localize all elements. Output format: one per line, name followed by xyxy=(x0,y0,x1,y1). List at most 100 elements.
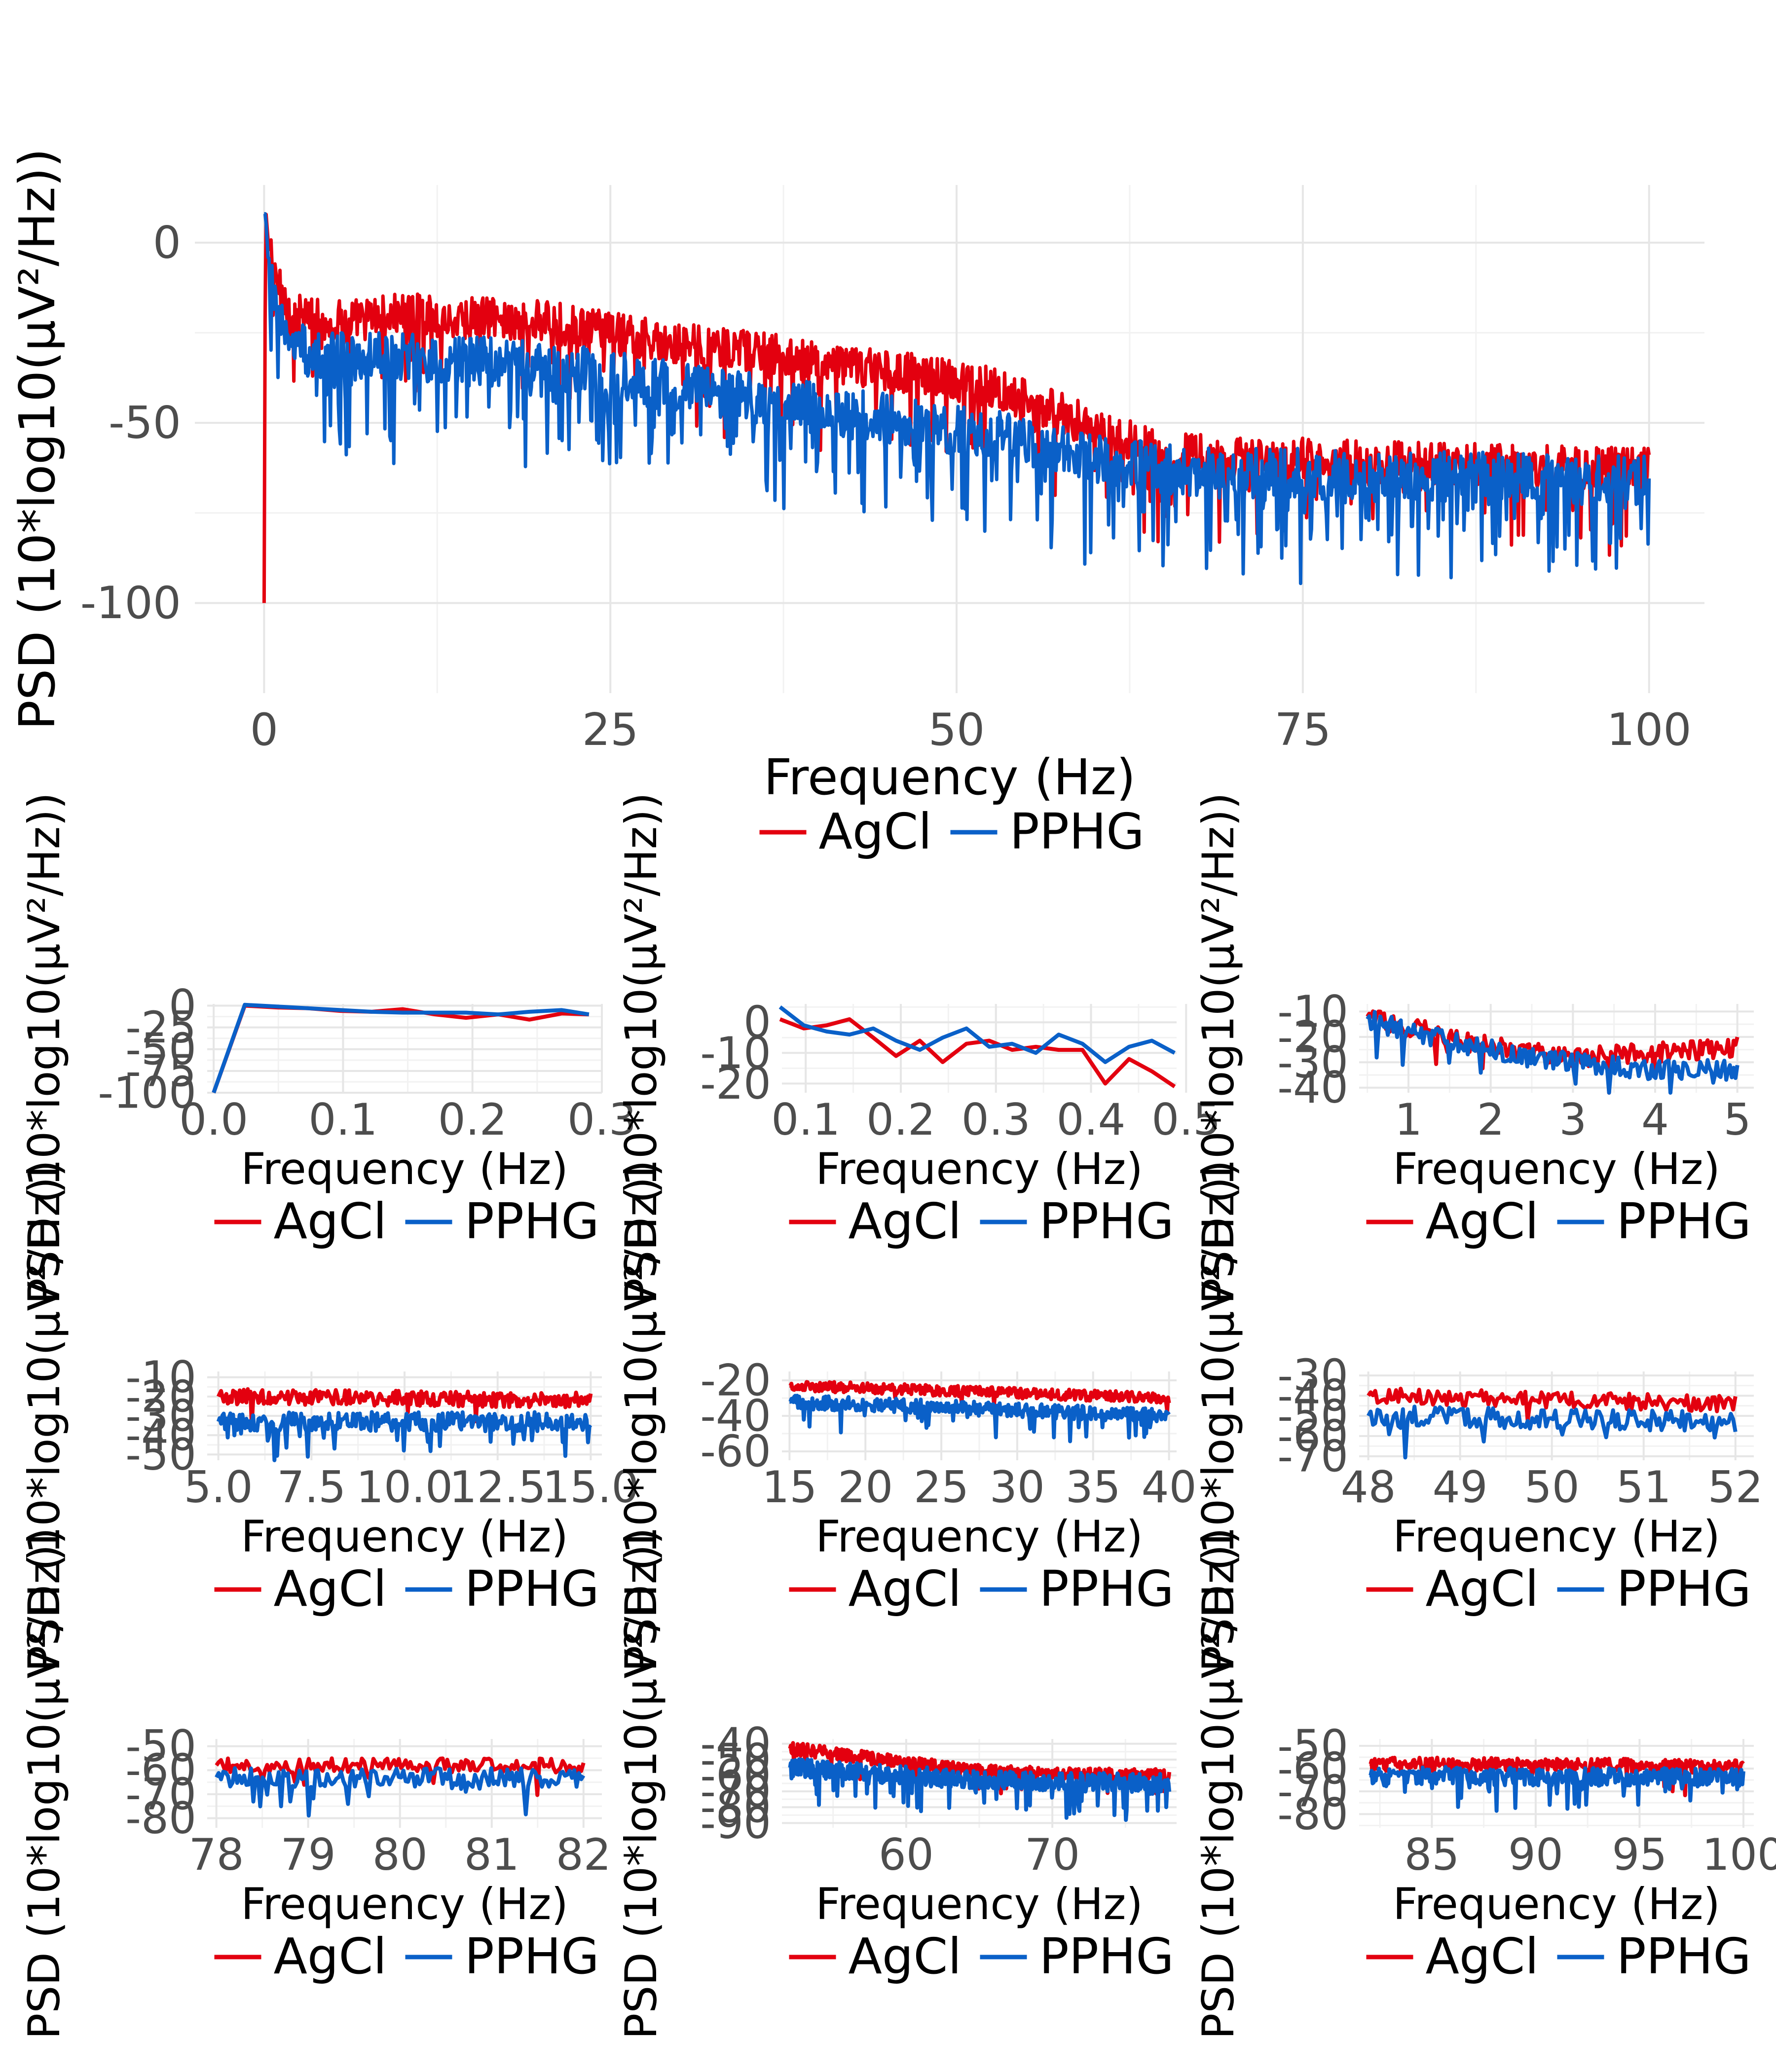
y-tick-label: -20 xyxy=(1277,1011,1348,1062)
x-tick-label: 80 xyxy=(372,1829,428,1880)
x-tick-label: 30 xyxy=(990,1462,1045,1513)
x-tick-label: 25 xyxy=(914,1462,969,1513)
y-tick-label: -80 xyxy=(1277,1789,1348,1840)
legend-label-agcl: AgCl xyxy=(1426,1192,1539,1250)
x-tick-label: 85 xyxy=(1404,1829,1459,1880)
x-tick-label: 75 xyxy=(1275,704,1332,756)
x-tick-label: 2 xyxy=(1477,1094,1505,1145)
y-tick-label: -80 xyxy=(700,1782,771,1833)
y-tick-label: -80 xyxy=(125,1793,196,1844)
series-line-pphg xyxy=(1369,1765,1745,1813)
y-tick-label: -20 xyxy=(700,1355,771,1406)
legend-label-pphg: PPHG xyxy=(1617,1192,1751,1250)
y-tick-label: -90 xyxy=(700,1798,771,1849)
x-tick-label: 7.5 xyxy=(277,1462,346,1513)
x-tick-label: 70 xyxy=(1025,1829,1080,1880)
x-tick-label: 90 xyxy=(1508,1829,1563,1880)
series-line-pphg xyxy=(263,212,1651,586)
y-tick-label: -10 xyxy=(1277,986,1348,1037)
y-tick-label: -40 xyxy=(700,1718,771,1769)
y-tick-label: -75 xyxy=(125,1045,196,1096)
series-line-agcl xyxy=(1367,1386,1738,1423)
x-tick-label: 10.0 xyxy=(356,1462,453,1513)
legend: AgCl PPHG xyxy=(214,1560,599,1618)
legend: AgCl PPHG xyxy=(214,1192,599,1250)
x-tick-label: 0.0 xyxy=(179,1094,248,1145)
x-tick-label: 78 xyxy=(189,1829,244,1880)
y-axis-title: PSD (10*log10(µV²/Hz)) xyxy=(19,792,70,1304)
y-tick-label: -30 xyxy=(125,1391,196,1442)
x-tick-label: 20 xyxy=(838,1462,893,1513)
series-line-pphg xyxy=(215,1766,586,1818)
x-axis-title: Frequency (Hz) xyxy=(764,748,1136,806)
x-axis-title: Frequency (Hz) xyxy=(815,1144,1143,1194)
y-tick-label: -100 xyxy=(80,577,181,629)
y-tick-label: -10 xyxy=(700,1028,771,1078)
series-line-pphg xyxy=(788,1394,1171,1443)
y-axis-title: PSD (10*log10(µV²/Hz)) xyxy=(1193,1527,1244,2039)
y-tick-label: -50 xyxy=(1277,1720,1348,1771)
x-tick-label: 0.1 xyxy=(771,1094,840,1145)
x-tick-label: 100 xyxy=(1607,704,1692,756)
y-tick-label: -50 xyxy=(109,397,181,449)
x-tick-label: 82 xyxy=(556,1829,611,1880)
x-tick-label: 0.4 xyxy=(1057,1094,1126,1145)
legend-label-pphg: PPHG xyxy=(465,1560,599,1618)
y-tick-label: -30 xyxy=(1277,1037,1348,1088)
x-tick-label: 81 xyxy=(464,1829,519,1880)
y-tick-label: -20 xyxy=(125,1371,196,1422)
x-axis-title: Frequency (Hz) xyxy=(815,1511,1143,1562)
legend-label-agcl: AgCl xyxy=(274,1560,387,1618)
y-tick-label: -100 xyxy=(98,1068,196,1118)
legend-label-pphg: PPHG xyxy=(1617,1560,1751,1618)
series-line-agcl xyxy=(779,1017,1176,1088)
x-tick-label: 52 xyxy=(1708,1462,1763,1513)
x-tick-label: 79 xyxy=(281,1829,336,1880)
x-axis-title: Frequency (Hz) xyxy=(241,1511,568,1562)
y-axis-title: PSD (10*log10(µV²/Hz)) xyxy=(616,1160,666,1672)
y-tick-label: -40 xyxy=(125,1410,196,1461)
series-line-agcl xyxy=(1369,1755,1745,1798)
x-tick-label: 100 xyxy=(1702,1829,1776,1880)
x-tick-label: 50 xyxy=(928,704,985,756)
x-axis-title: Frequency (Hz) xyxy=(241,1144,568,1194)
y-tick-label: -50 xyxy=(1277,1391,1348,1442)
y-tick-label: -70 xyxy=(700,1766,771,1817)
legend-label-pphg: PPHG xyxy=(1617,1927,1751,1985)
y-axis-title: PSD (10*log10(µV²/Hz)) xyxy=(19,1527,70,2039)
legend-label-agcl: AgCl xyxy=(1426,1560,1539,1618)
y-tick-label: -50 xyxy=(125,1721,196,1772)
y-tick-label: 0 xyxy=(153,217,181,268)
y-axis-title: PSD (10*log10(µV²/Hz)) xyxy=(8,148,66,730)
x-tick-label: 25 xyxy=(582,704,639,756)
y-tick-label: -60 xyxy=(700,1750,771,1801)
legend-label-agcl: AgCl xyxy=(274,1192,387,1250)
x-tick-label: 4 xyxy=(1641,1094,1669,1145)
legend-label-pphg: PPHG xyxy=(1039,1927,1174,1985)
legend-label-agcl: AgCl xyxy=(849,1560,962,1618)
series-line-pphg xyxy=(1367,1405,1738,1460)
y-axis-title: PSD (10*log10(µV²/Hz)) xyxy=(616,792,666,1304)
y-tick-label: 0 xyxy=(743,997,771,1048)
x-axis-title: Frequency (Hz) xyxy=(815,1879,1143,1929)
x-tick-label: 0.3 xyxy=(567,1094,636,1145)
y-tick-label: -60 xyxy=(700,1426,771,1477)
x-axis-title: Frequency (Hz) xyxy=(1393,1144,1720,1194)
legend-label-agcl: AgCl xyxy=(1426,1927,1539,1985)
series-line-agcl xyxy=(216,1387,593,1428)
y-tick-label: -20 xyxy=(700,1058,771,1109)
chart-full: 0 -50 -100 0 25 50 75 100 Frequency (Hz) PSD (10*… xyxy=(8,148,1704,860)
y-tick-label: -70 xyxy=(1277,1766,1348,1817)
legend-label-pphg: PPHG xyxy=(465,1927,599,1985)
x-tick-label: 0 xyxy=(250,704,278,756)
y-tick-label: -50 xyxy=(125,1429,196,1480)
series-line-pphg xyxy=(212,1002,590,1094)
y-axis-title: PSD (10*log10(µV²/Hz)) xyxy=(19,1160,70,1672)
